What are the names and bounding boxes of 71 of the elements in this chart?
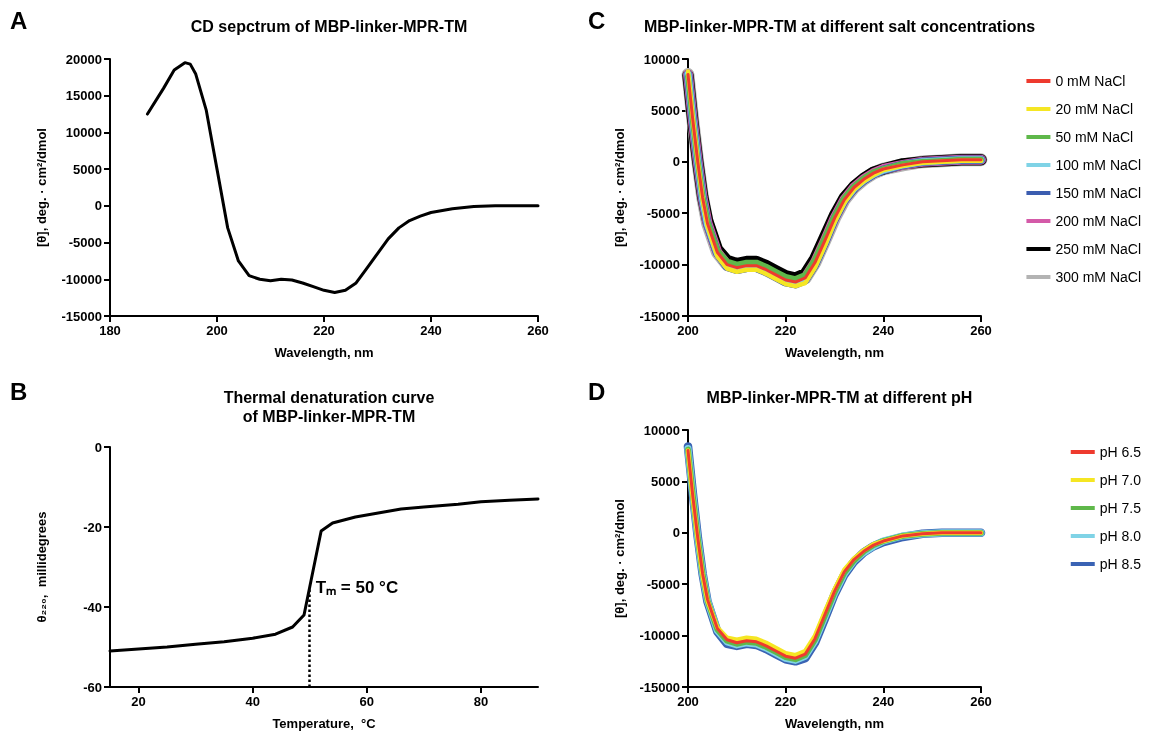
x-tick-label: 260 xyxy=(970,694,992,709)
x-tick-label: 220 xyxy=(313,323,335,338)
text: B xyxy=(10,377,28,405)
legend-label: 100 mM NaCl xyxy=(1055,157,1142,173)
x-tick-label: 220 xyxy=(774,323,797,338)
x-tick-label: 180 xyxy=(99,323,121,338)
y-tick-label: 5000 xyxy=(651,102,680,118)
y-tick-label: -10000 xyxy=(639,257,680,273)
y-tick-label: 10000 xyxy=(643,51,680,67)
legend-label: 200 mM NaCl xyxy=(1055,213,1142,229)
y-tick-label: -5000 xyxy=(646,576,680,592)
y-tick-label: -10000 xyxy=(639,628,680,644)
text: C xyxy=(588,6,606,34)
y-tick-label: -10000 xyxy=(61,271,102,287)
y-tick-label: 20000 xyxy=(65,51,102,67)
x-tick-label: 200 xyxy=(206,323,228,338)
text: D xyxy=(588,377,606,405)
annotation: Tₘ = 50 °C xyxy=(315,577,399,597)
y-axis-title: [θ], deg. · cm²/dmol xyxy=(34,128,49,247)
chart-title: Thermal denaturation curve of MBP-linker-MPR-TM xyxy=(223,389,435,425)
y-axis-title: [θ], deg. · cm²/dmol xyxy=(612,128,627,247)
y-tick-label: -60 xyxy=(83,679,102,695)
x-tick-label: 60 xyxy=(359,694,375,709)
y-tick-label: -5000 xyxy=(68,235,102,251)
legend-label: pH 8.5 xyxy=(1099,556,1142,572)
y-tick-label: 0 xyxy=(672,525,680,541)
legend-label: 0 mM NaCl xyxy=(1055,73,1126,89)
y-tick-label: 0 xyxy=(672,154,680,170)
legend-label: 20 mM NaCl xyxy=(1055,101,1134,117)
y-axis-title: θ₂₂₀, millidegrees xyxy=(34,511,49,623)
chart-title: MBP-linker-MPR-TM at different salt concentrations xyxy=(643,18,1036,35)
chart-title: MBP-linker-MPR-TM at different pH xyxy=(706,389,973,406)
chart-title: CD sepctrum of MBP-linker-MPR-TM xyxy=(190,18,468,35)
y-tick-label: -5000 xyxy=(646,205,680,221)
y-tick-label: -15000 xyxy=(639,308,680,324)
x-tick-label: 260 xyxy=(527,323,549,338)
legend-label: 300 mM NaCl xyxy=(1055,269,1142,285)
y-tick-label: 10000 xyxy=(65,124,102,140)
x-tick-label: 240 xyxy=(420,323,442,338)
x-tick-label: 240 xyxy=(872,323,895,338)
x-tick-label: 40 xyxy=(245,694,260,709)
y-tick-label: -15000 xyxy=(61,308,102,324)
y-tick-label: 15000 xyxy=(65,88,102,104)
legend-label: 150 mM NaCl xyxy=(1055,185,1142,201)
x-tick-label: 240 xyxy=(872,694,895,709)
y-tick-label: -20 xyxy=(83,519,102,535)
y-tick-label: -40 xyxy=(83,599,102,615)
legend-label: pH 8.0 xyxy=(1099,528,1142,544)
x-tick-label: 260 xyxy=(970,323,992,338)
x-tick-label: 200 xyxy=(677,323,699,338)
legend-label: pH 7.5 xyxy=(1099,500,1142,516)
y-tick-label: 0 xyxy=(94,439,102,455)
x-tick-label: 200 xyxy=(677,694,699,709)
legend-label: 50 mM NaCl xyxy=(1055,129,1134,145)
y-tick-label: -15000 xyxy=(639,679,680,695)
legend-label: 250 mM NaCl xyxy=(1055,241,1142,257)
x-axis-title: Wavelength, nm xyxy=(784,345,885,360)
legend-label: pH 7.0 xyxy=(1099,472,1142,488)
x-tick-label: 20 xyxy=(131,694,146,709)
y-tick-label: 5000 xyxy=(651,473,680,489)
x-axis-title: Temperature, °C xyxy=(272,716,377,731)
x-tick-label: 220 xyxy=(774,694,797,709)
x-axis-title: Wavelength, nm xyxy=(274,345,374,360)
y-axis-title: [θ], deg. · cm²/dmol xyxy=(612,499,627,618)
x-tick-label: 80 xyxy=(473,694,489,709)
x-axis-title: Wavelength, nm xyxy=(784,716,885,731)
y-tick-label: 10000 xyxy=(643,422,680,438)
legend-label: pH 6.5 xyxy=(1099,444,1142,460)
y-tick-label: 5000 xyxy=(73,161,102,177)
text: A xyxy=(10,6,28,34)
y-tick-label: 0 xyxy=(94,198,102,214)
